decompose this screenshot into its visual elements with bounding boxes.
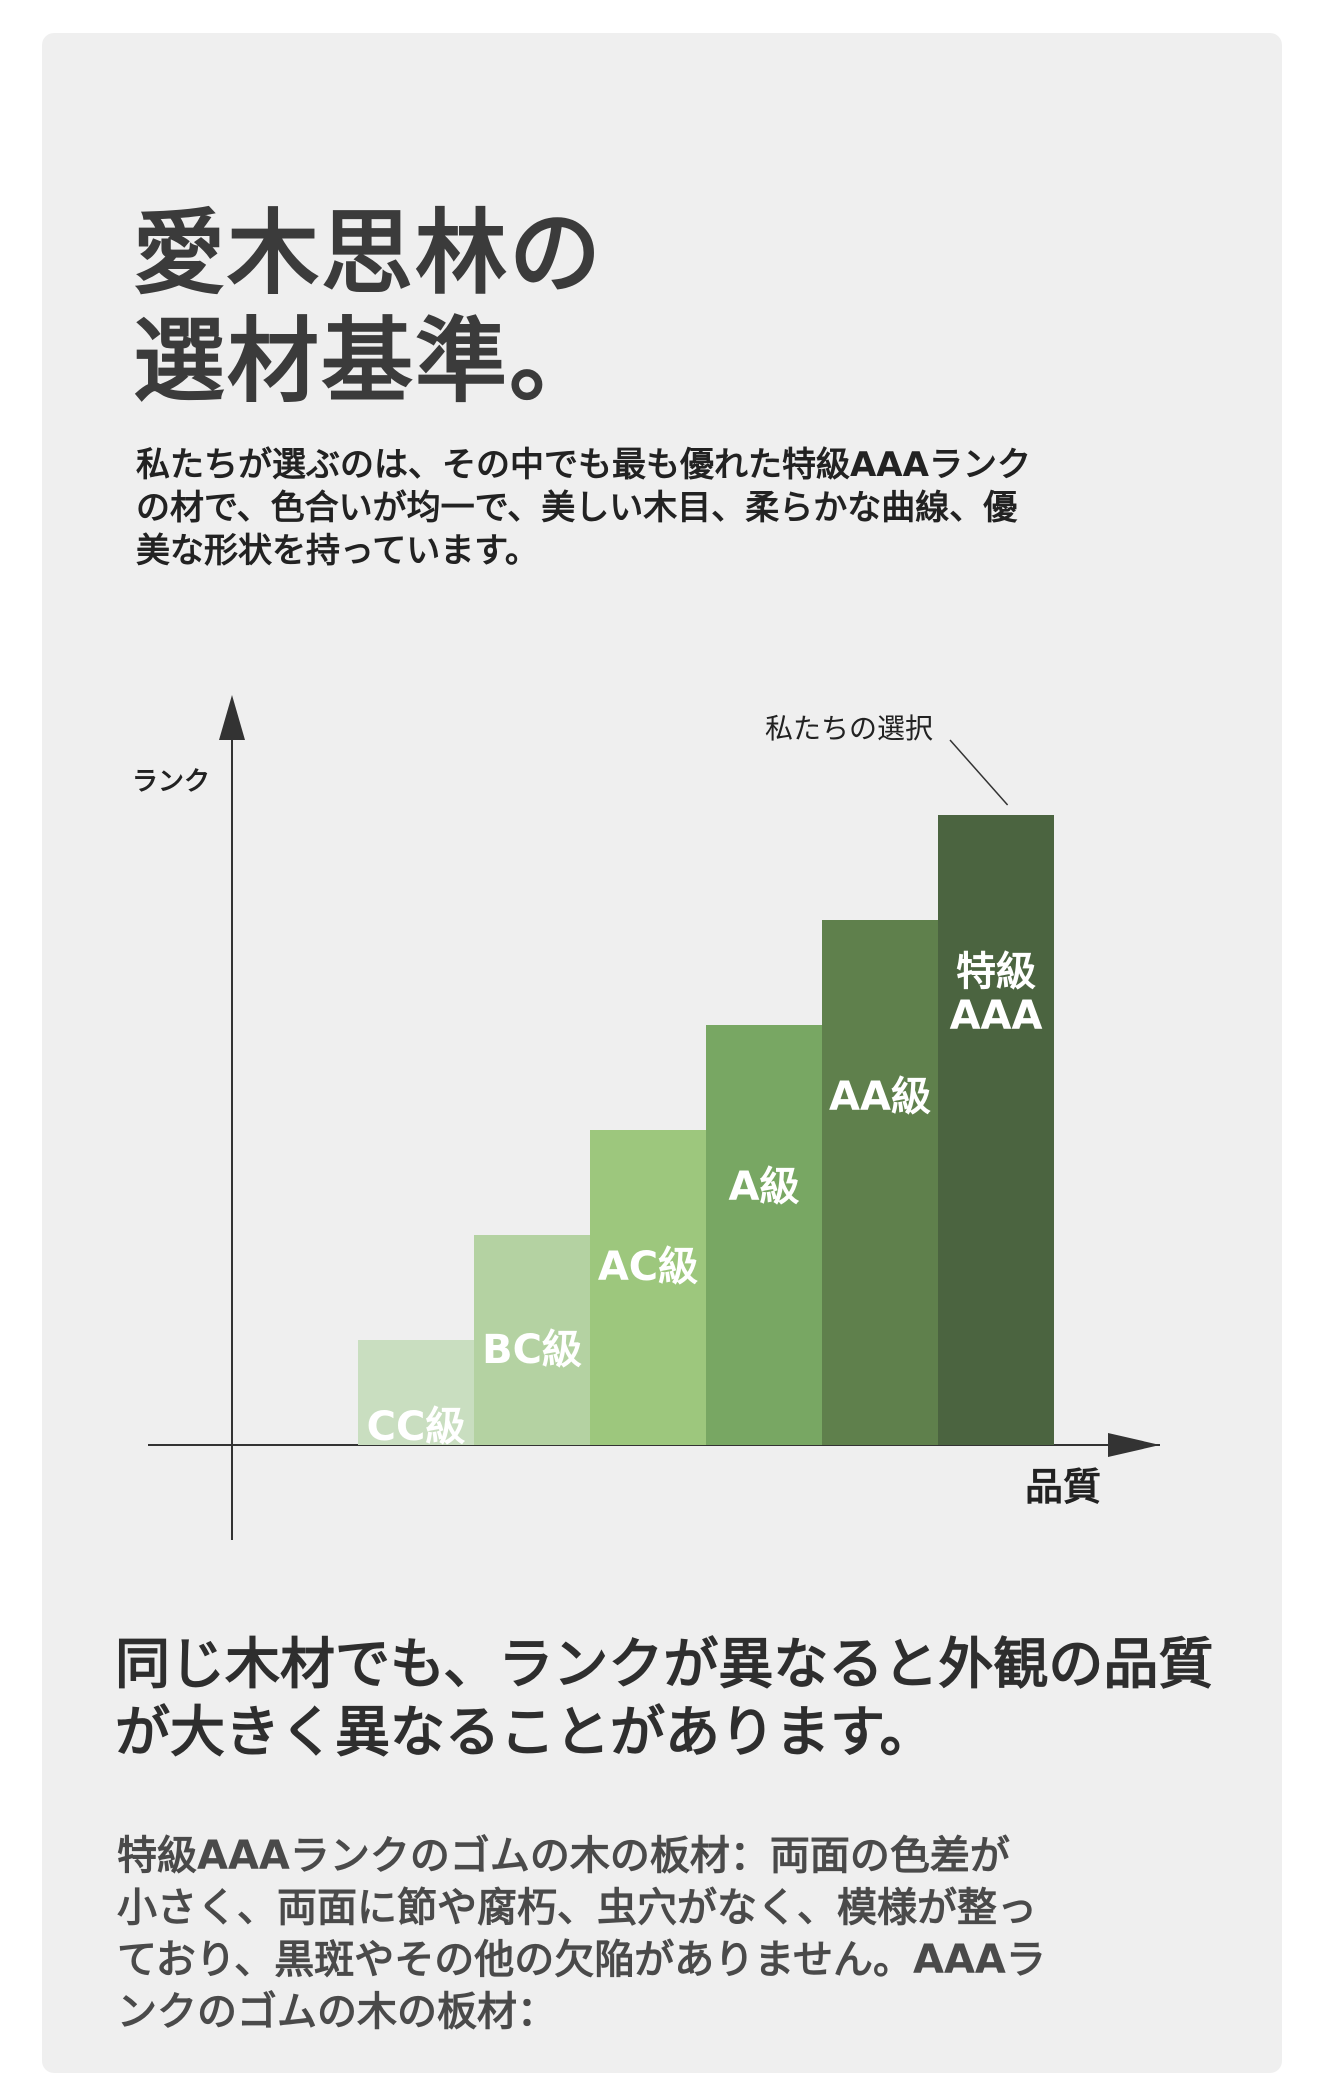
bar-label-4: A級 [729, 1164, 800, 1210]
content-card [42, 33, 1282, 2073]
bar-2 [474, 1235, 590, 1445]
bar-4 [706, 1025, 822, 1445]
x-axis-label: 品質 [1025, 1465, 1101, 1509]
page-title: 愛木思林の 選材基準。 [133, 200, 603, 416]
y-axis-label: ランク [132, 767, 210, 797]
section-body: 特級AAAランクのゴムの木の板材：両面の色差が小さく、両面に節や腐朽、虫穴がなく… [117, 1833, 1046, 2035]
bar-3 [590, 1130, 706, 1445]
bar-label-1: CC級 [367, 1404, 466, 1450]
intro-paragraph: 私たちが選ぶのは、その中でも最も優れた特級AAAランクの材で、色合いが均一で、美… [136, 445, 1031, 571]
bar-6 [938, 815, 1054, 1445]
title-line-2: 選材基準。 [133, 308, 604, 415]
bar-label-6: 特級 AAA [950, 949, 1043, 1039]
section-heading: 同じ木材でも、ランクが異なると外観の品質が大きく異なることがあります。 [115, 1632, 1214, 1764]
bar-label-5: AA級 [829, 1074, 931, 1120]
y-axis-arrow [219, 695, 245, 740]
bar-1 [358, 1340, 474, 1445]
annotation-leader [949, 739, 1009, 806]
title-line-1: 愛木思林の [133, 200, 604, 307]
bar-label-3: AC級 [598, 1244, 698, 1290]
bar-5 [822, 920, 938, 1445]
x-axis-arrow [1108, 1433, 1160, 1457]
bar-label-2: BC級 [482, 1327, 582, 1373]
annotation-text: 私たちの選択 [765, 712, 933, 745]
